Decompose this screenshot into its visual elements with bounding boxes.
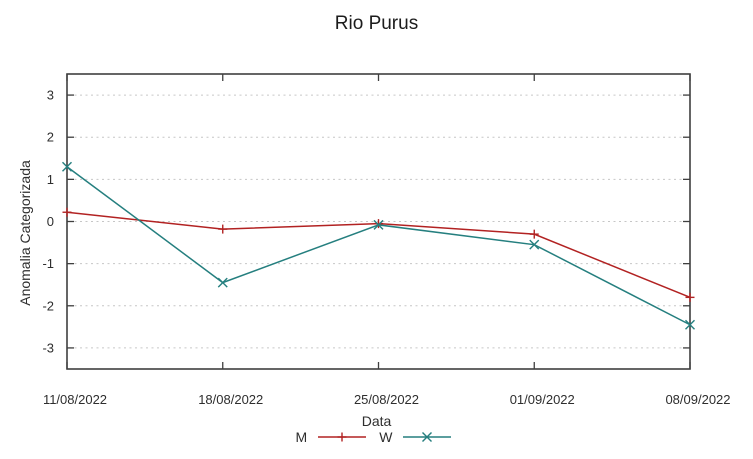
y-tick-label: 0 [47, 214, 54, 229]
chart-title: Rio Purus [334, 13, 419, 34]
y-tick-label: 1 [47, 172, 54, 187]
cross-marker [422, 432, 433, 442]
cross-marker [62, 161, 72, 172]
legend-label: M [295, 429, 308, 445]
cross-marker [529, 239, 540, 250]
y-tick-label: 3 [47, 88, 54, 103]
x-axis-label: Data [361, 413, 392, 429]
x-tick-label: 18/08/2022 [198, 392, 263, 407]
cross-marker [217, 277, 228, 288]
legend-sample-line [403, 432, 452, 442]
y-tick-label: 2 [47, 130, 54, 145]
y-axis-label: Anomalia Categorizada [17, 160, 33, 306]
y-tick-label: -3 [42, 340, 54, 355]
x-tick-label: 08/09/2022 [665, 392, 730, 407]
y-tick-label: -2 [42, 298, 54, 313]
plot-border [66, 73, 691, 370]
legend-entry-w: W [379, 429, 452, 445]
legend-sample-line [318, 432, 367, 442]
legend-entry-m: M [296, 429, 367, 445]
cross-marker [373, 219, 384, 230]
x-tick-label: 25/08/2022 [354, 392, 419, 407]
y-tick-label: -1 [42, 256, 54, 271]
cross-marker [685, 319, 695, 330]
legend-label: W [379, 429, 393, 445]
series-line-w [66, 166, 691, 326]
x-tick-label: 11/08/2022 [43, 392, 107, 407]
x-tick-label: 01/09/2022 [510, 392, 575, 407]
